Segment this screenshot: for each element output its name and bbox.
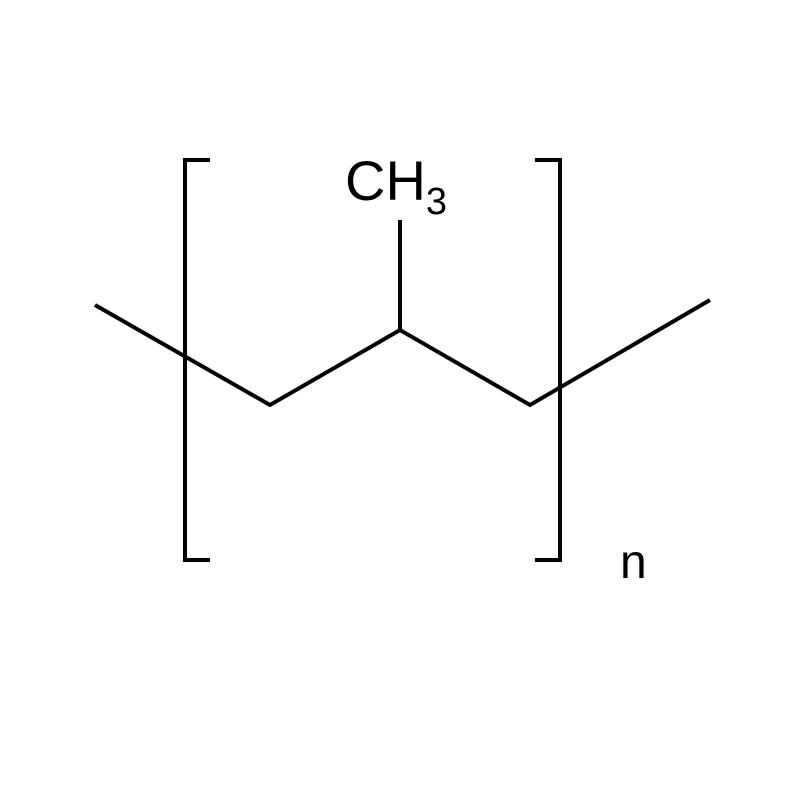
methyl-sub-3: 3 (426, 181, 447, 223)
methyl-label: CH3 (345, 149, 447, 223)
right-bracket (535, 160, 560, 560)
backbone-bond (95, 300, 710, 405)
repeat-n-label: n (620, 536, 647, 589)
methyl-CH: CH (345, 149, 426, 212)
molecule-diagram: CH3 n (0, 0, 800, 800)
